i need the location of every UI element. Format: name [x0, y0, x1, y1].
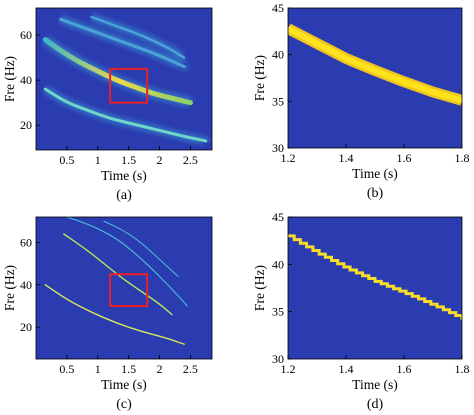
x-tick-label: 2: [157, 153, 163, 167]
x-tick-label: 1.4: [339, 362, 354, 376]
y-tick-label: 35: [272, 94, 284, 108]
panel-c: 0.5 1 1.5 2 2.5 20 40 60 Time (s) Fre (Hz) (c): [2, 216, 213, 412]
zoom-region-box: [109, 273, 149, 308]
y-tick-label: 40: [272, 257, 284, 271]
series-line: [63, 233, 173, 316]
x-tick-label: 1.6: [397, 151, 412, 165]
series-line: [42, 37, 193, 106]
series-core: [288, 25, 462, 104]
y-axis-label: Fre (Hz): [252, 265, 267, 311]
y-axis-label: Fre (Hz): [2, 265, 17, 311]
y-tick-label: 20: [20, 118, 32, 132]
zoom-region-box: [109, 67, 149, 104]
series-line: [44, 284, 185, 345]
x-tick-label: 2.5: [183, 362, 198, 376]
x-tick-label: 1: [95, 362, 101, 376]
plot-frame: [35, 7, 213, 151]
panel-label: (b): [367, 186, 384, 201]
y-tick-label: 45: [272, 210, 284, 224]
x-tick-label: 1.4: [339, 151, 354, 165]
x-tick-label: 0.5: [59, 362, 74, 376]
y-tick-label: 60: [20, 235, 32, 249]
y-tick-label: 35: [272, 305, 284, 319]
x-axis-label: Time (s): [352, 377, 398, 392]
y-tick-label: 20: [20, 320, 32, 334]
x-tick-label: 2: [157, 362, 163, 376]
x-tick-label: 2.5: [183, 153, 198, 167]
x-tick-label: 1.5: [121, 153, 136, 167]
panel-label: (d): [367, 397, 384, 412]
x-tick-label: 1: [95, 153, 101, 167]
plot-frame: [287, 7, 463, 149]
x-tick-label: 1.2: [281, 151, 296, 165]
y-tick-label: 60: [20, 28, 32, 42]
x-axis-label: Time (s): [352, 166, 398, 181]
y-tick-label: 45: [272, 1, 284, 15]
series-line: [66, 217, 188, 307]
series-line: [59, 17, 186, 69]
series-line: [288, 234, 462, 320]
y-axis-label: Fre (Hz): [252, 55, 267, 101]
x-tick-label: 1.8: [455, 151, 470, 165]
panel-label: (a): [116, 188, 132, 203]
series-line: [43, 87, 208, 143]
y-tick-label: 40: [20, 73, 32, 87]
plot-background: [36, 217, 212, 359]
x-axis-label: Time (s): [101, 168, 147, 183]
plot-background: [288, 217, 462, 359]
x-tick-label: 1.2: [281, 362, 296, 376]
plot-background: [288, 8, 462, 148]
x-tick-label: 1.6: [397, 362, 412, 376]
panel-label: (c): [116, 397, 132, 412]
x-tick-label: 0.5: [59, 153, 74, 167]
y-tick-label: 30: [272, 141, 284, 155]
panel-a: 0.5 1 1.5 2 2.5 20 40 60 Time (s) Fre (Hz) (a): [2, 7, 213, 203]
y-tick-label: 30: [272, 352, 284, 366]
series-line: [103, 220, 179, 277]
series-line: [90, 15, 186, 59]
plot-frame: [287, 216, 463, 360]
panel-d: 1.2 1.4 1.6 1.8 30 35 40 45 Time (s) Fre (Hz) (d): [252, 210, 470, 412]
y-tick-label: 40: [272, 48, 284, 62]
y-axis-label: Fre (Hz): [2, 56, 17, 102]
x-tick-label: 1.5: [121, 362, 136, 376]
x-axis-label: Time (s): [101, 377, 147, 392]
panel-b: 1.2 1.4 1.6 1.8 30 35 40 45 Time (s) Fre (Hz) (b): [252, 1, 470, 201]
x-tick-label: 1.8: [455, 362, 470, 376]
plot-frame: [35, 216, 213, 360]
y-tick-label: 40: [20, 278, 32, 292]
